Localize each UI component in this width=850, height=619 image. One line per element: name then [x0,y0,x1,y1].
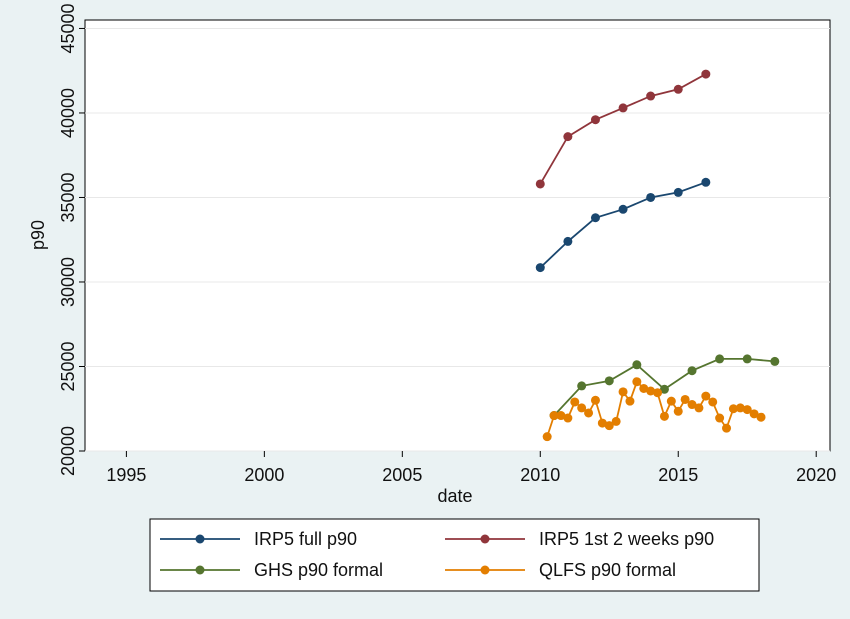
data-point [742,354,752,364]
y-tick-label: 40000 [58,88,78,138]
data-point [694,403,704,413]
data-point [604,376,614,386]
data-point [597,418,607,428]
data-point [646,91,656,101]
data-point [687,366,697,376]
data-point [659,384,669,394]
data-point [687,400,697,410]
data-point [625,396,635,406]
y-tick-label: 25000 [58,341,78,391]
legend-label: IRP5 full p90 [254,529,357,549]
legend-marker [195,534,205,544]
data-point [680,394,690,404]
data-point [604,421,614,431]
data-point [673,187,683,197]
y-tick-label: 45000 [58,3,78,53]
data-point [556,411,566,421]
x-tick-label: 2010 [520,465,560,485]
plot-area [84,19,831,452]
data-point [673,406,683,416]
data-point [632,360,642,370]
data-point [749,409,759,419]
data-point [639,383,649,393]
data-point [563,132,573,142]
grid-lines [85,27,830,452]
data-point [590,115,600,125]
data-point [701,391,711,401]
data-point [646,192,656,202]
data-point [590,213,600,223]
data-point [577,403,587,413]
y-tick-label: 20000 [58,426,78,476]
data-point [632,377,642,387]
data-point [563,236,573,246]
legend-marker [480,534,490,544]
x-tick-label: 2005 [382,465,422,485]
x-tick-label: 2000 [244,465,284,485]
data-point [535,263,545,273]
data-point [646,386,656,396]
y-axis-title: p90 [28,220,48,250]
data-point [756,412,766,422]
x-axis-title: date [437,486,472,506]
data-point [611,416,621,426]
data-point [715,413,725,423]
data-point [770,356,780,366]
data-point [673,84,683,94]
x-tick-label: 2020 [796,465,836,485]
legend-label: GHS p90 formal [254,560,383,580]
series-layer [535,69,780,442]
legend-items: IRP5 full p90 IRP5 1st 2 weeks p90 GHS p90… [160,529,714,580]
data-point [735,403,745,413]
data-point [542,432,552,442]
legend-label: IRP5 1st 2 weeks p90 [539,529,714,549]
legend-marker [195,565,205,575]
data-point [618,103,628,113]
legend [149,518,760,592]
data-point [666,396,676,406]
y-tick-label: 35000 [58,172,78,222]
data-point [618,387,628,397]
legend-label: QLFS p90 formal [539,560,676,580]
data-point [659,411,669,421]
data-point [590,395,600,405]
data-point [535,179,545,189]
axes: 20000 25000 30000 35000 40000 45000 1995 2000 20… [58,3,836,485]
data-point [618,204,628,214]
data-point [715,354,725,364]
data-point [577,381,587,391]
data-point [742,405,752,415]
y-tick-label: 30000 [58,257,78,307]
data-point [584,408,594,418]
data-point [701,69,711,79]
data-point [653,388,663,398]
data-point [701,177,711,187]
x-tick-label: 2015 [658,465,698,485]
data-point [563,413,573,423]
data-point [708,397,718,407]
data-point [570,397,580,407]
data-point [549,411,559,421]
x-tick-label: 1995 [106,465,146,485]
data-point [728,404,738,414]
legend-marker [480,565,490,575]
data-point [722,423,732,433]
